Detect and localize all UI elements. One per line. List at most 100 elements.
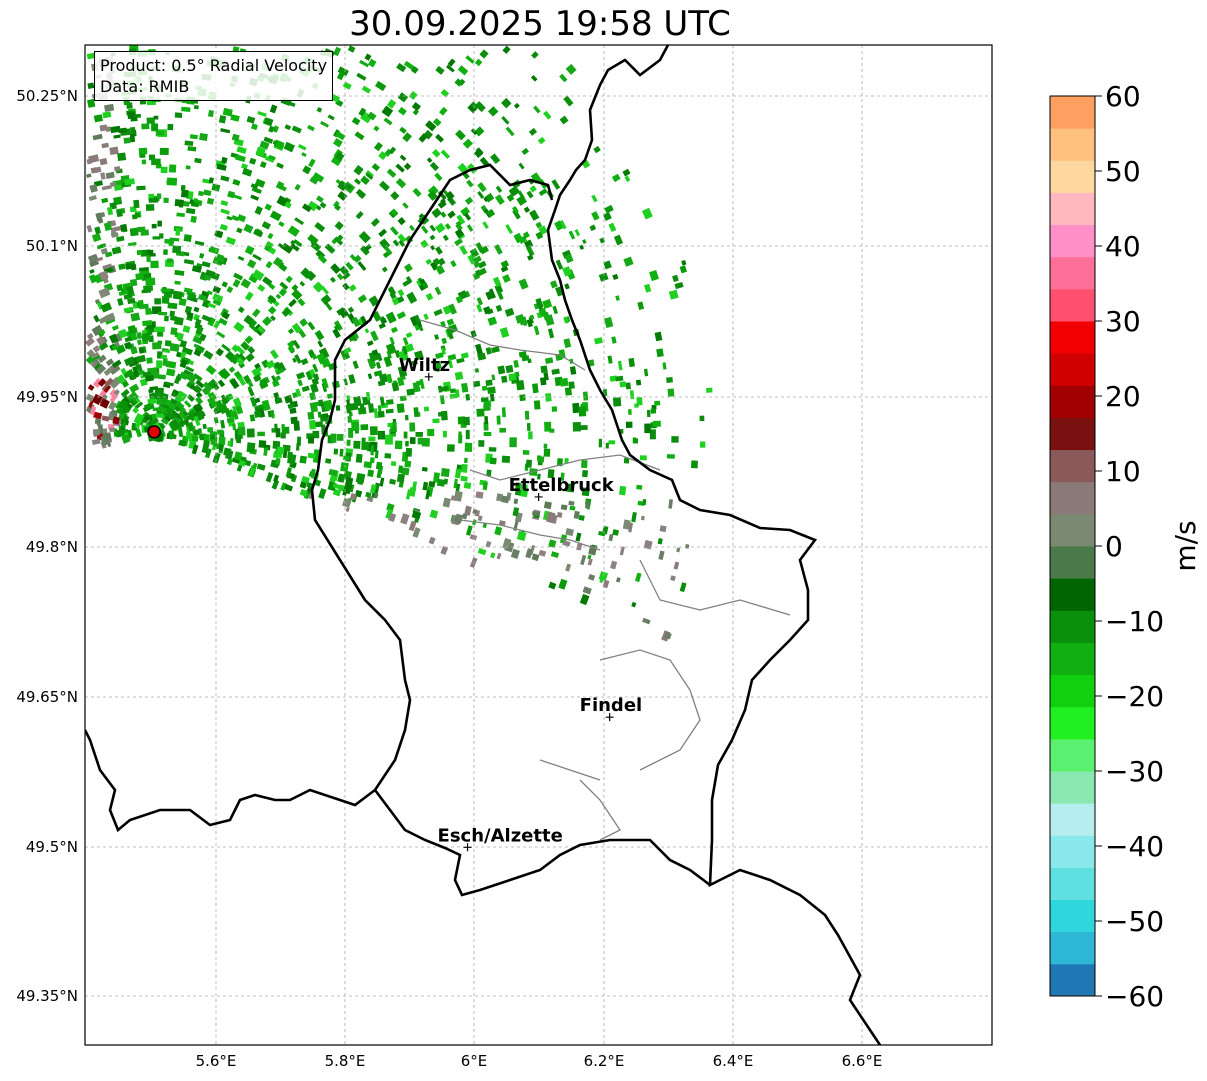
colorbar: 60 50 40 30 20 10 0 −10 −20 −30 −40 −50 −60 m/s xyxy=(1049,80,1202,1013)
velocity-echo xyxy=(496,493,504,502)
velocity-echo xyxy=(172,245,182,254)
velocity-echo xyxy=(483,404,491,412)
velocity-echo xyxy=(359,59,370,68)
velocity-echo xyxy=(165,381,174,387)
velocity-echo xyxy=(309,176,319,185)
velocity-echo xyxy=(302,165,312,175)
velocity-echo xyxy=(138,303,149,310)
velocity-echo xyxy=(358,107,367,117)
velocity-echo xyxy=(199,333,207,342)
velocity-echo xyxy=(490,552,496,559)
velocity-echo xyxy=(406,291,418,304)
colorbar-tick-label: 0 xyxy=(1105,530,1123,563)
velocity-echo xyxy=(311,377,319,386)
velocity-echo xyxy=(287,328,295,335)
velocity-echo xyxy=(256,463,266,471)
velocity-echo xyxy=(323,399,333,411)
velocity-echo xyxy=(615,295,620,301)
velocity-echo xyxy=(358,193,365,199)
velocity-echo xyxy=(531,510,541,517)
velocity-echo xyxy=(508,373,517,382)
velocity-echo xyxy=(156,398,165,406)
velocity-echo xyxy=(354,178,362,185)
velocity-echo xyxy=(528,431,533,440)
velocity-echo xyxy=(99,157,108,166)
velocity-echo xyxy=(193,313,200,321)
product-label: Product: 0.5° Radial Velocity xyxy=(100,56,328,75)
velocity-echo xyxy=(352,360,359,370)
velocity-echo xyxy=(472,508,478,515)
colorbar-segment xyxy=(1050,963,1095,997)
colorbar-tick-label: 60 xyxy=(1105,80,1141,113)
velocity-echo xyxy=(381,266,388,273)
velocity-echo xyxy=(216,331,226,339)
velocity-echo xyxy=(95,256,104,263)
velocity-echo xyxy=(332,328,341,339)
velocity-echo xyxy=(487,386,496,395)
velocity-echo xyxy=(236,357,245,366)
velocity-echo xyxy=(408,520,417,532)
velocity-echo xyxy=(625,421,633,428)
colorbar-tick-label: 20 xyxy=(1105,380,1141,413)
velocity-echo xyxy=(556,511,563,518)
velocity-echo xyxy=(123,356,136,367)
velocity-echo xyxy=(525,459,533,468)
velocity-echo xyxy=(109,388,120,399)
velocity-echo xyxy=(397,233,407,243)
velocity-echo xyxy=(281,424,286,430)
velocity-echo xyxy=(551,406,558,412)
velocity-echo xyxy=(527,254,534,261)
velocity-echo xyxy=(280,185,287,192)
velocity-echo xyxy=(428,536,436,545)
velocity-echo xyxy=(529,185,537,193)
velocity-echo xyxy=(292,357,297,363)
velocity-echo xyxy=(642,498,647,506)
velocity-echo xyxy=(111,344,119,351)
velocity-echo xyxy=(158,311,168,316)
velocity-echo xyxy=(123,293,133,300)
velocity-echo xyxy=(194,240,205,246)
velocity-echo xyxy=(588,359,595,367)
velocity-echo xyxy=(447,58,456,67)
velocity-echo xyxy=(333,324,341,331)
velocity-echo xyxy=(138,347,145,354)
velocity-echo xyxy=(338,308,350,319)
velocity-echo xyxy=(535,221,543,229)
velocity-echo xyxy=(450,495,457,502)
velocity-echo xyxy=(565,528,574,537)
velocity-echo xyxy=(92,133,103,141)
velocity-echo xyxy=(679,265,687,274)
velocity-echo xyxy=(297,298,306,307)
velocity-echo xyxy=(280,432,286,439)
velocity-echo xyxy=(176,212,185,218)
velocity-echo xyxy=(495,185,503,193)
velocity-echo xyxy=(659,525,667,533)
velocity-echo xyxy=(243,223,254,234)
velocity-echo xyxy=(513,498,519,505)
velocity-echo xyxy=(110,232,119,238)
velocity-echo xyxy=(386,373,393,384)
velocity-echo xyxy=(470,101,479,110)
velocity-echo xyxy=(454,228,465,239)
velocity-echo xyxy=(235,345,246,356)
velocity-echo xyxy=(181,346,193,356)
velocity-echo xyxy=(365,172,374,180)
velocity-echo xyxy=(87,98,96,108)
velocity-echo xyxy=(220,200,229,207)
velocity-echo xyxy=(513,232,524,244)
velocity-echo xyxy=(87,253,99,263)
velocity-echo xyxy=(106,206,114,216)
velocity-echo xyxy=(309,383,319,394)
velocity-echo xyxy=(342,272,351,280)
lon-tick-label: 6°E xyxy=(461,1052,488,1070)
velocity-echo xyxy=(440,546,449,556)
velocity-echo xyxy=(163,249,168,255)
velocity-echo xyxy=(469,534,478,541)
velocity-echo xyxy=(440,385,449,392)
velocity-echo xyxy=(374,450,379,459)
velocity-echo xyxy=(127,297,136,305)
velocity-echo xyxy=(631,511,637,523)
velocity-echo xyxy=(464,442,473,452)
velocity-echo xyxy=(552,305,559,315)
velocity-echo xyxy=(411,102,422,112)
